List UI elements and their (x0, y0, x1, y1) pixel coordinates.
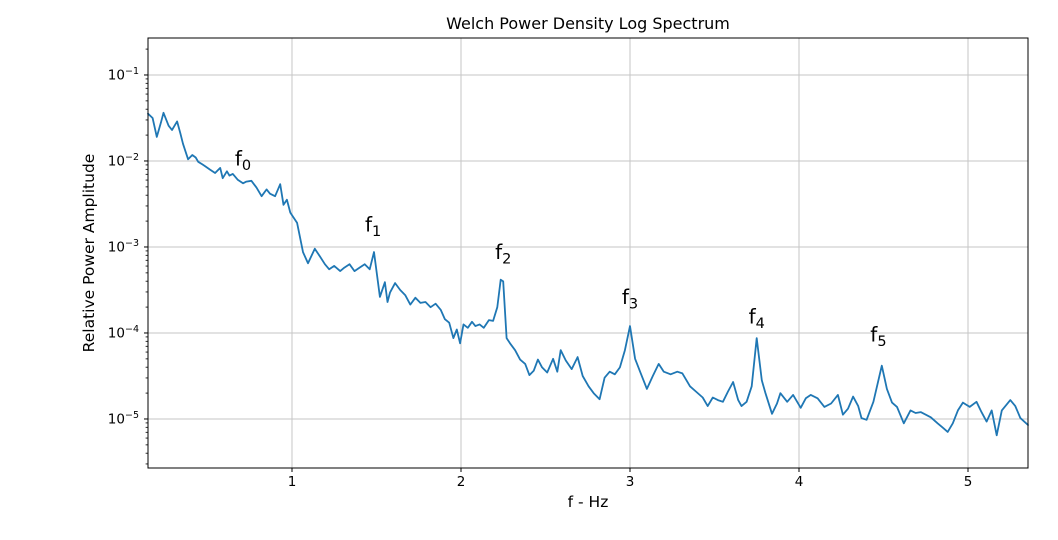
x-tick-label: 1 (288, 474, 297, 490)
grid-layer (148, 38, 1028, 468)
x-tick-label: 3 (626, 474, 635, 490)
y-tick-label: 10−3 (108, 238, 139, 256)
spectrum-line (147, 111, 1029, 437)
peak-label-f4: f4 (749, 305, 765, 333)
x-tick-label: 4 (795, 474, 804, 490)
peak-label-f5: f5 (870, 323, 886, 351)
chart-title: Welch Power Density Log Spectrum (446, 14, 730, 33)
peak-label-f0: f0 (235, 146, 251, 174)
y-tick-label: 10−2 (108, 152, 139, 170)
x-tick-label: 2 (457, 474, 466, 490)
peak-label-f1: f1 (365, 213, 381, 241)
peak-label-f2: f2 (495, 240, 511, 268)
x-axis-label: f - Hz (568, 493, 609, 511)
y-tick-label: 10−4 (108, 324, 139, 342)
y-axis-label: Relative Power Amplitude (80, 154, 98, 353)
x-tick-label: 5 (964, 474, 973, 490)
tick-layer: 1 2 3 4 5 10−1 10−2 10−3 10−4 10−5 (108, 48, 973, 490)
y-tick-label: 10−5 (108, 410, 139, 428)
plot-border (147, 37, 1029, 469)
peak-labels: f0 f1 f2 f3 f4 f5 (235, 146, 887, 350)
peak-label-f3: f3 (622, 285, 638, 313)
y-tick-label: 10−1 (108, 66, 139, 84)
